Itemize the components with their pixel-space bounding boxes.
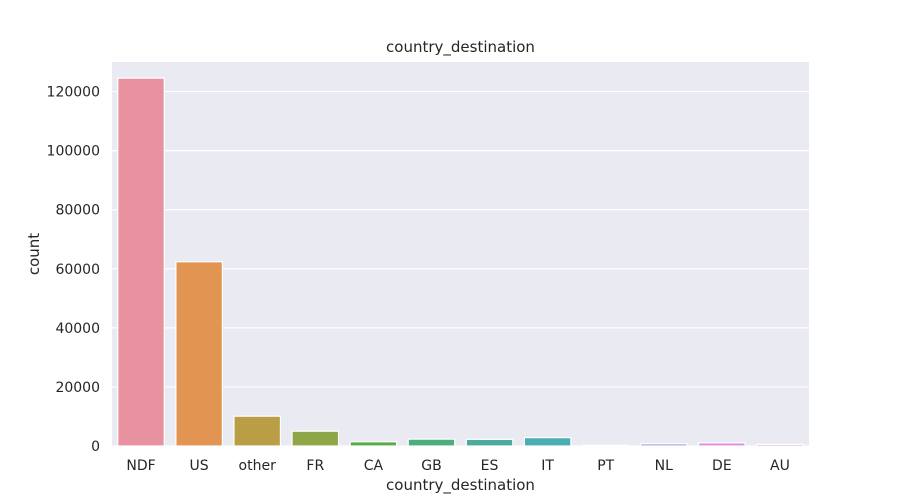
x-tick-label: PT xyxy=(597,458,614,474)
bar-de xyxy=(698,442,746,447)
y-tick-label: 60000 xyxy=(55,262,100,278)
bar-es xyxy=(465,438,514,447)
x-tick-label: other xyxy=(239,458,277,474)
y-tick-label: 0 xyxy=(91,439,100,455)
x-tick-label: IT xyxy=(541,458,554,474)
chart-title: country_destination xyxy=(386,38,535,57)
bar-us xyxy=(175,261,223,447)
bars xyxy=(117,77,804,447)
grid-lines xyxy=(112,90,809,447)
bar-ca xyxy=(349,441,398,447)
x-tick-label: DE xyxy=(712,458,732,474)
x-tick-label: NDF xyxy=(126,458,155,474)
y-tick-label: 20000 xyxy=(55,380,100,396)
bar-nl xyxy=(639,443,688,447)
x-tick-label: US xyxy=(190,458,209,474)
x-tick-label: ES xyxy=(481,458,499,474)
y-tick-label: 40000 xyxy=(55,321,100,337)
y-axis-ticks: 0 20000 40000 60000 80000 100000 120000 xyxy=(47,85,100,455)
bar-it xyxy=(523,437,572,447)
bar-au xyxy=(756,443,804,447)
x-axis-ticks: NDF US other FR CA GB ES IT PT NL DE AU xyxy=(126,458,789,474)
bar-gb xyxy=(407,438,456,447)
y-axis-label: count xyxy=(25,233,43,275)
x-tick-label: NL xyxy=(655,458,673,474)
x-tick-label: CA xyxy=(364,458,384,474)
bar-fr xyxy=(291,430,340,447)
x-tick-label: GB xyxy=(421,458,441,474)
y-tick-label: 100000 xyxy=(47,144,100,160)
y-tick-label: 80000 xyxy=(55,203,100,219)
plot-area xyxy=(112,62,809,446)
y-tick-label: 120000 xyxy=(47,85,100,101)
x-tick-label: FR xyxy=(306,458,324,474)
x-axis-label: country_destination xyxy=(386,476,535,495)
bar-pt xyxy=(581,444,630,447)
bar-ndf xyxy=(117,77,165,447)
bar-other xyxy=(233,415,282,447)
x-tick-label: AU xyxy=(770,458,790,474)
